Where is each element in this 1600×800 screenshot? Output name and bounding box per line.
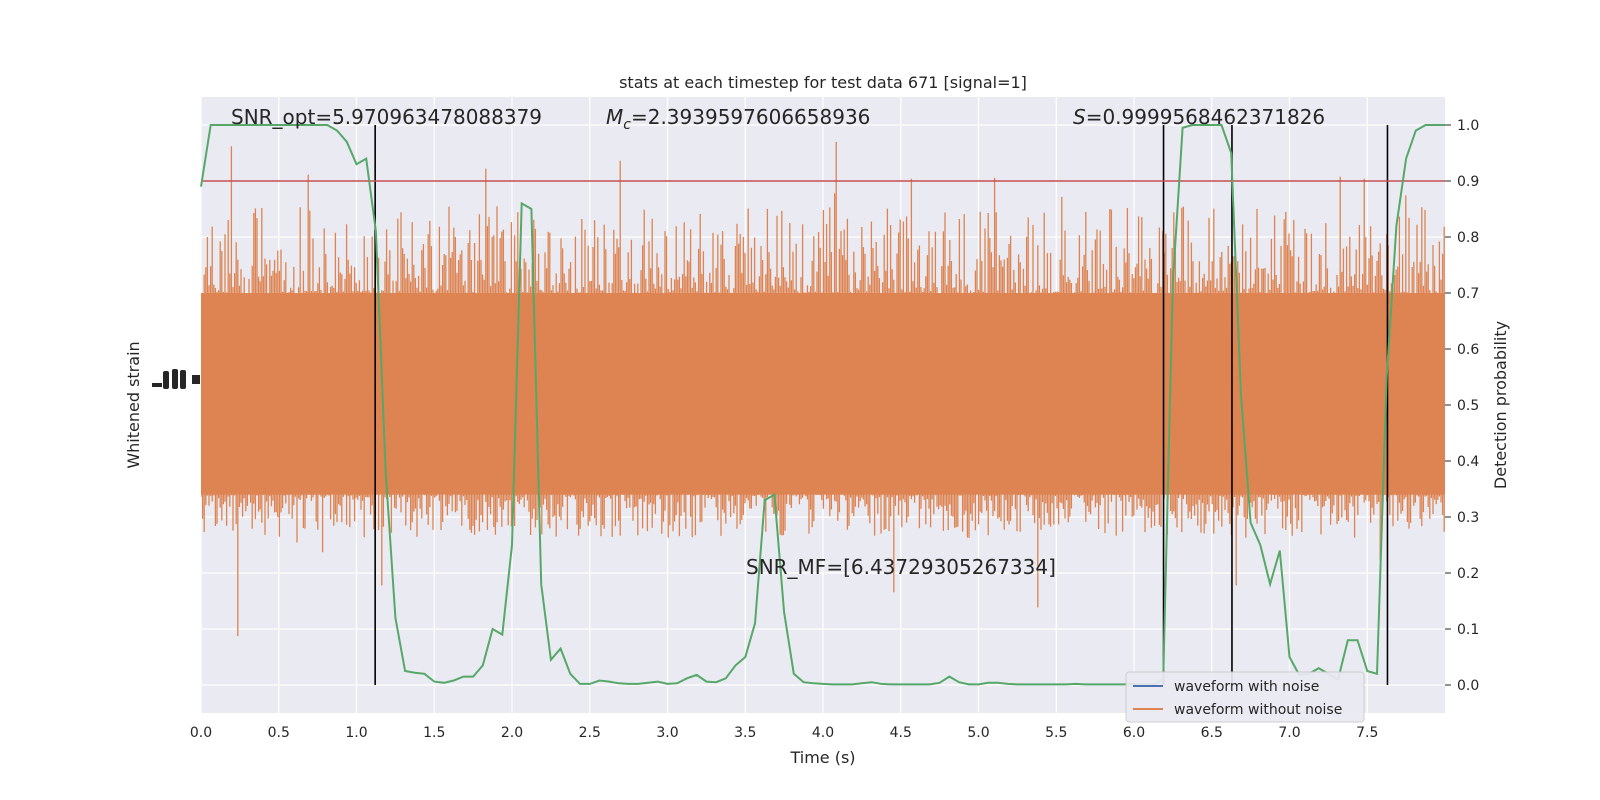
x-tick-label: 4.0: [812, 725, 834, 741]
s-symbol: S: [1073, 105, 1086, 129]
s-value: =0.9999568462371826: [1086, 105, 1325, 129]
s-annotation: S=0.9999568462371826: [1073, 105, 1325, 129]
y-tick-label: 0.5: [1457, 398, 1479, 414]
x-tick-label: 2.0: [501, 725, 523, 741]
x-tick-label: 0.5: [268, 725, 290, 741]
x-tick-label: 1.0: [345, 725, 367, 741]
y-tick-label: 0.7: [1457, 286, 1479, 302]
legend-box: [1125, 671, 1365, 723]
x-tick-label: 0.0: [190, 725, 212, 741]
mc-value: =2.3939597606658936: [631, 105, 870, 129]
y-tick-label: 0.2: [1457, 566, 1479, 582]
chart-title: stats at each timestep for test data 671…: [619, 73, 1027, 92]
snr-opt-annotation: SNR_opt=5.970963478088379: [231, 105, 542, 129]
legend: waveform with noise waveform without noi…: [1125, 671, 1365, 723]
x-tick-label: 4.5: [890, 725, 912, 741]
y-tick-label: 0.3: [1457, 510, 1479, 526]
x-axis-label: Time (s): [789, 748, 855, 767]
x-tick-label: 6.5: [1201, 725, 1223, 741]
x-tick-label: 5.5: [1045, 725, 1067, 741]
x-tick-label: 5.0: [967, 725, 989, 741]
y-tick-label: 1.0: [1457, 118, 1479, 134]
y-tick-label: 0.1: [1457, 622, 1479, 638]
y-axis-label-left: Whitened strain: [124, 341, 143, 468]
y-tick-label: 0.0: [1457, 678, 1479, 694]
strain-core: [201, 293, 1445, 495]
x-tick-label: 2.5: [579, 725, 601, 741]
y-tick-label: 0.8: [1457, 230, 1479, 246]
left-axis-tick-cluster: [152, 369, 200, 389]
x-tick-label: 7.5: [1356, 725, 1378, 741]
mc-symbol: M: [606, 105, 623, 129]
x-tick-label: 3.0: [656, 725, 678, 741]
x-tick-label: 3.5: [734, 725, 756, 741]
mc-annotation: Mc=2.3939597606658936: [606, 105, 870, 133]
legend-label-without-noise: waveform without noise: [1174, 702, 1342, 718]
y-axis-label-right: Detection probability: [1491, 321, 1510, 489]
legend-label-with-noise: waveform with noise: [1174, 679, 1319, 695]
event-lines: [374, 125, 1389, 685]
y-tick-label: 0.6: [1457, 342, 1479, 358]
x-tick-label: 6.0: [1123, 725, 1145, 741]
x-tick-label: 7.0: [1278, 725, 1300, 741]
y-tick-labels: 0.0 0.1 0.2 0.3 0.4 0.5 0.6 0.7 0.8 0.9 1.0: [1445, 118, 1479, 694]
mc-subscript: c: [623, 117, 631, 133]
x-tick-labels: 0.0 0.5 1.0 1.5 2.0 2.5 3.0 3.5 4.0 4.5 5.0 5.5 6.0 6…: [190, 725, 1379, 741]
y-tick-label: 0.9: [1457, 174, 1479, 190]
probability-line: [200, 124, 1445, 686]
x-tick-label: 1.5: [423, 725, 445, 741]
y-tick-label: 0.4: [1457, 454, 1479, 470]
snr-mf-annotation: SNR_MF=[6.43729305267334]: [746, 555, 1056, 579]
